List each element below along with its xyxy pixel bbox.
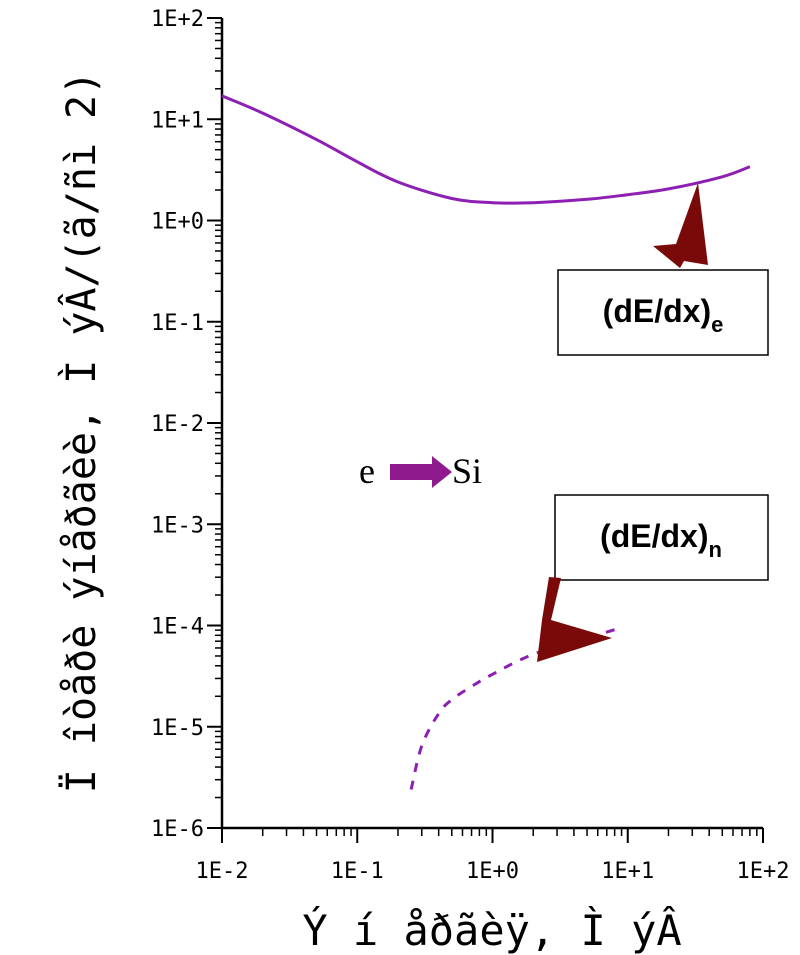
callout-nuclear-arrow (537, 577, 612, 662)
callout-nuclear-paren-open: ( (600, 518, 611, 554)
axes (220, 18, 763, 830)
callout-nuclear-subscript: n (708, 537, 721, 562)
callout-electronic-box (557, 269, 769, 356)
reaction-target: Si (452, 451, 482, 491)
callout-electronic-text: dE/dx (613, 293, 700, 329)
y-tick-label: 1E-4 (151, 615, 204, 640)
callout-nuclear-box (554, 494, 769, 581)
callout-electronic-paren-close: ) (700, 293, 711, 329)
series-layer (221, 94, 751, 790)
callout-nuclear-text: dE/dx (611, 518, 698, 554)
y-tick-label: 1E-5 (151, 716, 204, 741)
reaction-arrow (390, 456, 452, 488)
callout-electronic-label: (dE/dx)e (603, 293, 724, 337)
x-tick-label: 1E+2 (737, 859, 790, 884)
x-tick-label: 1E-1 (331, 859, 384, 884)
y-tick-label: 1E-6 (151, 817, 204, 842)
reaction-label: e Si (359, 451, 482, 491)
y-tick-label: 1E-3 (151, 513, 204, 538)
callout-nuclear-label: (dE/dx)n (600, 518, 722, 562)
tick-labels: 1E-6 1E-5 1E-4 1E-3 1E-2 1E-1 1E+0 1E+1 1E+2 1E-2… (151, 7, 789, 884)
x-tick-label: 1E-2 (196, 859, 249, 884)
x-tick-label: 1E+0 (466, 859, 519, 884)
callout-electronic-subscript: e (711, 312, 723, 337)
callout-nuclear: (dE/dx)n (537, 494, 769, 662)
callout-nuclear-paren-close: ) (698, 518, 709, 554)
reaction-projectile: e (359, 451, 375, 491)
x-tick-label: 1E+1 (601, 859, 654, 884)
ticks (207, 17, 764, 843)
series-nuclear-line (409, 626, 623, 790)
y-tick-label: 1E+0 (151, 210, 204, 235)
y-tick-label: 1E-2 (151, 412, 204, 437)
series-electronic-line (221, 94, 751, 205)
y-tick-label: 1E+1 (151, 108, 204, 133)
y-axis-title: Ï îòåðè ýíåðãèè, Ì ýÂ/(ã/ñì 2) (57, 71, 105, 793)
x-axis-title: Ý í åðãèÿ, Ì ýÂ (302, 905, 681, 955)
callout-electronic-arrow (653, 183, 708, 268)
callout-electronic-paren-open: ( (603, 293, 614, 329)
y-tick-label: 1E-1 (151, 311, 204, 336)
y-tick-label: 1E+2 (151, 7, 204, 32)
callout-electronic: (dE/dx)e (557, 183, 769, 356)
